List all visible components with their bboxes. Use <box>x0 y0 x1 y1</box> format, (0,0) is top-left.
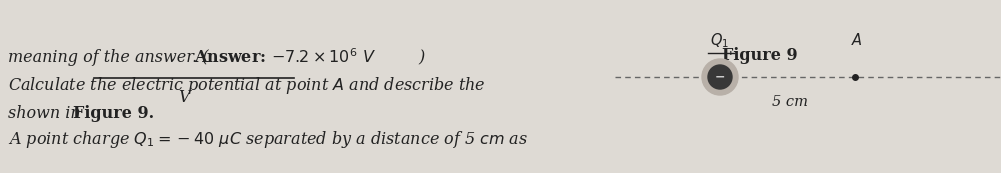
Text: Figure 9: Figure 9 <box>722 47 798 63</box>
Text: Figure 9.: Figure 9. <box>73 106 154 122</box>
Text: $A$: $A$ <box>851 32 863 48</box>
Text: 5 cm: 5 cm <box>772 95 808 109</box>
Text: Answer: $-7.2\times 10^6$ $V$: Answer: $-7.2\times 10^6$ $V$ <box>194 49 376 67</box>
Text: V: V <box>178 89 189 106</box>
Text: $Q_1$: $Q_1$ <box>711 31 730 50</box>
Circle shape <box>702 59 738 95</box>
Text: Calculate the electric potential at point $A$ and describe the: Calculate the electric potential at poin… <box>8 75 485 95</box>
Text: −: − <box>715 71 726 84</box>
Text: shown in: shown in <box>8 106 86 122</box>
Circle shape <box>708 65 732 89</box>
Text: meaning of the answer. (: meaning of the answer. ( <box>8 49 208 66</box>
Text: ): ) <box>418 49 424 66</box>
Text: A point charge $Q_1 = -40\ \mu C$ separated by a distance of 5 $cm$ as: A point charge $Q_1 = -40\ \mu C$ separa… <box>8 130 529 151</box>
